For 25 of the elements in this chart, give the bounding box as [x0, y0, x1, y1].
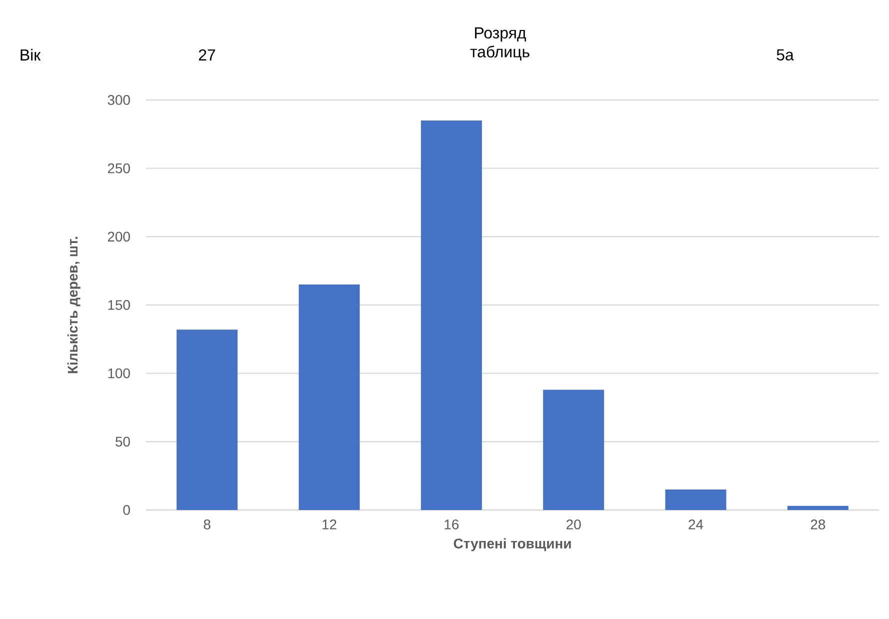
- y-tick-label: 0: [123, 505, 130, 515]
- bar: [420, 120, 482, 510]
- bar: [298, 284, 360, 510]
- bar: [176, 330, 238, 510]
- x-axis-title: Ступені товщини: [454, 538, 571, 552]
- y-tick-label: 100: [108, 368, 130, 378]
- y-tick-label: 250: [108, 163, 130, 174]
- x-tick-label: 12: [322, 519, 336, 530]
- x-tick-label: 16: [444, 519, 459, 530]
- y-tick-label: 50: [116, 436, 130, 447]
- x-tick-label: 24: [688, 519, 704, 530]
- y-tick-label: 200: [108, 232, 130, 242]
- text: Розряд таблиць: [470, 27, 530, 60]
- bar: [543, 390, 604, 510]
- y-tick-label: 150: [108, 300, 130, 310]
- y-tick-label: 300: [108, 95, 130, 105]
- bar: [665, 489, 726, 510]
- bar: [787, 506, 848, 510]
- x-tick-label: 20: [566, 519, 581, 530]
- text: Вік: [20, 48, 41, 60]
- text: 27: [198, 49, 216, 60]
- x-tick-label: 28: [810, 519, 826, 530]
- text: 5а: [776, 49, 794, 60]
- x-tick-label: 8: [204, 519, 210, 530]
- y-axis-title: Кількість дерев, шт.: [67, 236, 80, 374]
